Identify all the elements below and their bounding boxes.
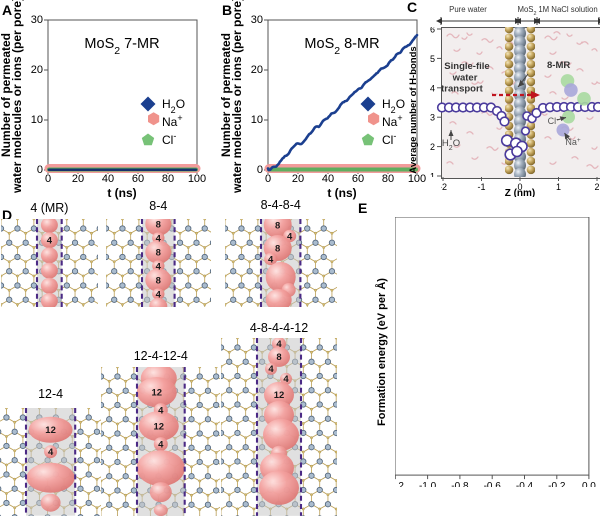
svg-text:4: 4: [276, 339, 282, 350]
svg-text:0.0: 0.0: [582, 481, 596, 487]
svg-text:4: 4: [283, 374, 289, 385]
svg-text:4: 4: [287, 231, 293, 242]
svg-text:12: 12: [273, 390, 284, 401]
svg-text:40: 40: [102, 173, 114, 185]
svg-text:12: 12: [151, 387, 162, 398]
svg-text:4: 4: [158, 439, 164, 450]
svg-text:4: 4: [156, 261, 162, 272]
svg-text:MoS2: MoS2: [517, 5, 536, 16]
svg-text:10: 10: [31, 114, 43, 126]
svg-text:4: 4: [47, 236, 53, 247]
svg-text:60: 60: [132, 173, 144, 185]
svg-text:-1.0: -1.0: [419, 481, 437, 487]
svg-text:1: 1: [430, 172, 435, 178]
svg-text:4: 4: [268, 364, 274, 375]
svg-text:Cl-: Cl-: [162, 131, 176, 147]
svg-text:-2: -2: [441, 182, 447, 192]
svg-text:4: 4: [268, 254, 274, 265]
svg-text:0: 0: [45, 173, 51, 185]
svg-text:12-4: 12-4: [38, 387, 63, 401]
svg-text:8-4-8-4: 8-4-8-4: [261, 198, 301, 212]
svg-text:Cl-: Cl-: [382, 131, 396, 147]
svg-text:0: 0: [37, 164, 43, 176]
svg-text:-0.4: -0.4: [516, 481, 534, 487]
svg-text:12: 12: [45, 425, 56, 436]
svg-text:water molecules or ions (per p: water molecules or ions (per pore): [10, 0, 24, 194]
svg-text:20: 20: [292, 173, 304, 185]
svg-text:Na+: Na+: [382, 113, 403, 129]
svg-text:0: 0: [265, 173, 271, 185]
svg-text:20: 20: [251, 64, 263, 76]
svg-text:4 (MR): 4 (MR): [30, 201, 68, 215]
svg-text:Na+: Na+: [162, 113, 183, 129]
svg-text:8: 8: [156, 219, 161, 230]
svg-text:1M NaCl solution: 1M NaCl solution: [538, 5, 597, 14]
svg-text:8-4: 8-4: [149, 199, 167, 213]
svg-text:-0.2: -0.2: [548, 481, 566, 487]
svg-text:Z (nm): Z (nm): [505, 188, 536, 197]
svg-text:12-4-12-4: 12-4-12-4: [134, 349, 188, 363]
svg-text:4: 4: [48, 447, 54, 458]
svg-text:80: 80: [382, 173, 394, 185]
svg-text:MoS2 8-MR: MoS2 8-MR: [304, 36, 379, 57]
svg-text:8: 8: [156, 247, 161, 258]
svg-text:1: 1: [556, 182, 561, 192]
svg-text:-1: -1: [477, 182, 485, 192]
svg-text:Pure water: Pure water: [449, 5, 487, 14]
svg-text:2: 2: [594, 182, 599, 192]
svg-text:30: 30: [31, 14, 43, 26]
svg-text:6: 6: [430, 27, 435, 35]
svg-text:100: 100: [188, 173, 206, 185]
svg-text:4: 4: [156, 233, 162, 244]
svg-text:60: 60: [352, 173, 364, 185]
svg-text:20: 20: [31, 64, 43, 76]
svg-text:8: 8: [156, 275, 161, 286]
svg-text:4: 4: [158, 405, 164, 416]
svg-text:5: 5: [430, 54, 435, 64]
svg-text:-0.8: -0.8: [451, 481, 469, 487]
svg-text:8: 8: [275, 220, 280, 231]
svg-text:8: 8: [276, 352, 281, 363]
svg-text:2: 2: [430, 142, 435, 152]
svg-text:20: 20: [72, 173, 84, 185]
svg-text:3: 3: [430, 113, 435, 123]
svg-text:80: 80: [162, 173, 174, 185]
svg-text:12: 12: [153, 421, 164, 432]
svg-text:-0.6: -0.6: [484, 481, 502, 487]
svg-text:water molecules or ions (per p: water molecules or ions (per pore): [230, 0, 244, 194]
svg-text:4: 4: [430, 83, 435, 93]
svg-text:4: 4: [156, 289, 162, 300]
svg-text:30: 30: [251, 14, 263, 26]
svg-text:Formation energy (eV per Å): Formation energy (eV per Å): [375, 278, 388, 426]
svg-text:10: 10: [251, 114, 263, 126]
svg-text:4-8-4-4-12: 4-8-4-4-12: [250, 321, 308, 335]
svg-text:MoS2 7-MR: MoS2 7-MR: [84, 36, 159, 57]
svg-text:0: 0: [257, 164, 263, 176]
svg-text:-1.2: -1.2: [395, 481, 404, 487]
svg-text:40: 40: [322, 173, 334, 185]
svg-text:8: 8: [275, 243, 280, 254]
